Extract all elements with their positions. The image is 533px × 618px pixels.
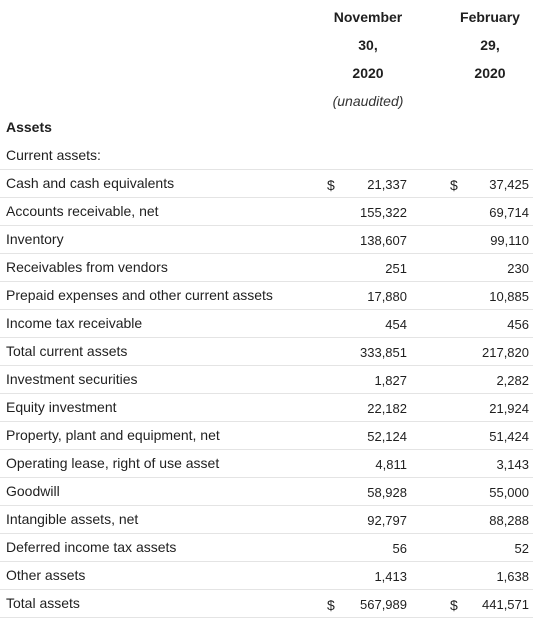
value-col2: 99,110 <box>490 233 529 248</box>
column-header-line1: November <box>333 9 403 25</box>
value-col2: 69,714 <box>489 205 529 220</box>
table-row: Goodwill 58,928 55,000 <box>0 477 533 506</box>
row-label: Property, plant and equipment, net <box>6 427 220 443</box>
value-col2: 2,282 <box>496 373 529 388</box>
row-label: Current assets: <box>6 147 101 163</box>
value-col1: 454 <box>385 317 407 332</box>
value-col1: 52,124 <box>367 429 407 444</box>
dollar-sign-col1: $ <box>327 177 335 193</box>
row-label: Inventory <box>6 231 64 247</box>
dollar-sign-col1: $ <box>327 597 335 613</box>
value-col1: 17,880 <box>367 289 407 304</box>
value-col1: 21,337 <box>367 177 407 192</box>
value-col2: 21,924 <box>489 401 529 416</box>
value-col2: 88,288 <box>489 513 529 528</box>
table-row: Total assets $567,989 $441,571 <box>0 589 533 618</box>
value-col2: 217,820 <box>482 345 529 360</box>
row-label: Equity investment <box>6 399 117 415</box>
table-row: Operating lease, right of use asset 4,811… <box>0 449 533 478</box>
table-row: Income tax receivable 454 456 <box>0 309 533 338</box>
row-label: Receivables from vendors <box>6 259 168 275</box>
column-header-line3: 2020 <box>474 65 506 81</box>
value-col2: 230 <box>507 261 529 276</box>
value-col2: 51,424 <box>489 429 529 444</box>
row-label: Cash and cash equivalents <box>6 175 175 191</box>
row-label: Other assets <box>6 567 86 583</box>
value-col1: 155,322 <box>360 205 407 220</box>
value-col1: 138,607 <box>360 233 407 248</box>
row-label: Accounts receivable, net <box>6 203 159 219</box>
row-label: Prepaid expenses and other current asset… <box>6 287 273 303</box>
value-col1: 4,811 <box>375 457 407 472</box>
column-header-note: (unaudited) <box>332 93 404 109</box>
dollar-sign-col2: $ <box>450 177 458 193</box>
table-row: Equity investment 22,182 21,924 <box>0 393 533 422</box>
column-header-february: February 29, 2020 <box>440 3 533 87</box>
table-row: Total current assets 333,851 217,820 <box>0 337 533 366</box>
value-col1: 92,797 <box>367 513 407 528</box>
value-col2: 55,000 <box>489 485 529 500</box>
table-row: Current assets: <box>0 141 533 170</box>
value-col2: 37,425 <box>489 177 529 192</box>
dollar-sign-col2: $ <box>450 597 458 613</box>
value-col1: 1,413 <box>374 569 407 584</box>
table-row: Inventory 138,607 99,110 <box>0 225 533 254</box>
value-col2: 3,143 <box>496 457 529 472</box>
table-row: Accounts receivable, net 155,322 69,714 <box>0 197 533 226</box>
column-header-line2: 29, <box>480 37 500 53</box>
row-label: Intangible assets, net <box>6 511 139 527</box>
value-col1: 56 <box>392 541 407 556</box>
value-col1: 58,928 <box>367 485 407 500</box>
value-col2: 52 <box>514 541 529 556</box>
row-label: Income tax receivable <box>6 315 143 331</box>
table-row: Intangible assets, net 92,797 88,288 <box>0 505 533 534</box>
row-label: Operating lease, right of use asset <box>6 455 220 471</box>
table-row: Deferred income tax assets 56 52 <box>0 533 533 562</box>
column-header-line3: 2020 <box>352 65 384 81</box>
table-row: Prepaid expenses and other current asset… <box>0 281 533 310</box>
value-col1: 22,182 <box>367 401 407 416</box>
row-label: Total assets <box>6 595 80 611</box>
value-col2: 1,638 <box>496 569 529 584</box>
table-row: Property, plant and equipment, net 52,124… <box>0 421 533 450</box>
table-row: Cash and cash equivalents $21,337 $37,425 <box>0 169 533 198</box>
table-row: Investment securities 1,827 2,282 <box>0 365 533 394</box>
value-col1: 1,827 <box>374 373 407 388</box>
value-col1: 251 <box>385 261 407 276</box>
row-label: Goodwill <box>6 483 60 499</box>
row-label: Investment securities <box>6 371 138 387</box>
value-col2: 456 <box>507 317 529 332</box>
column-header-line1: February <box>460 9 520 25</box>
value-col1: 333,851 <box>360 345 407 360</box>
table-row: Receivables from vendors 251 230 <box>0 253 533 282</box>
column-header-november: November 30, 2020 (unaudited) <box>318 3 418 115</box>
value-col2: 10,885 <box>489 289 529 304</box>
section-title: Assets <box>6 119 52 135</box>
table-row: Other assets 1,413 1,638 <box>0 561 533 590</box>
value-col1: 567,989 <box>360 597 407 612</box>
row-label: Total current assets <box>6 343 128 359</box>
column-header-line2: 30, <box>358 37 378 53</box>
row-label: Deferred income tax assets <box>6 539 177 555</box>
value-col2: 441,571 <box>482 597 529 612</box>
